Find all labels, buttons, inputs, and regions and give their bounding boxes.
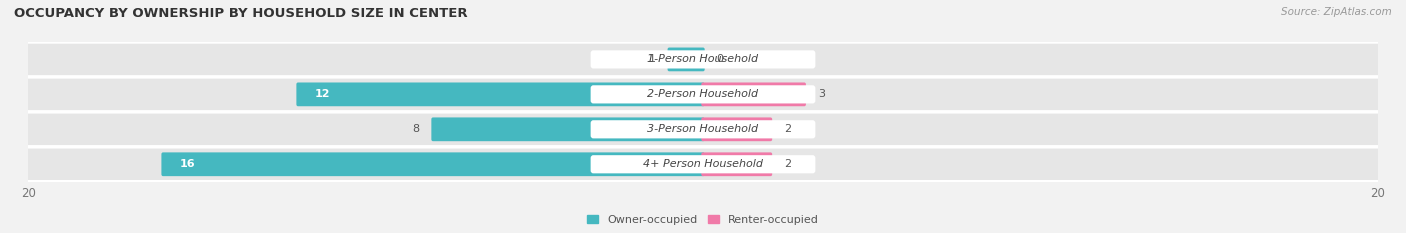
Text: 8: 8 <box>412 124 419 134</box>
Text: 2: 2 <box>785 159 792 169</box>
Text: 4+ Person Household: 4+ Person Household <box>643 159 763 169</box>
FancyBboxPatch shape <box>297 82 704 106</box>
Text: Source: ZipAtlas.com: Source: ZipAtlas.com <box>1281 7 1392 17</box>
FancyBboxPatch shape <box>24 78 1382 111</box>
FancyBboxPatch shape <box>591 85 815 103</box>
FancyBboxPatch shape <box>24 113 1382 146</box>
Text: 3-Person Household: 3-Person Household <box>647 124 759 134</box>
Text: 1: 1 <box>648 55 655 64</box>
FancyBboxPatch shape <box>702 152 772 176</box>
Text: 16: 16 <box>180 159 195 169</box>
FancyBboxPatch shape <box>591 50 815 69</box>
Text: 3: 3 <box>818 89 825 99</box>
FancyBboxPatch shape <box>591 155 815 173</box>
FancyBboxPatch shape <box>162 152 704 176</box>
FancyBboxPatch shape <box>591 120 815 138</box>
FancyBboxPatch shape <box>432 117 704 141</box>
Text: OCCUPANCY BY OWNERSHIP BY HOUSEHOLD SIZE IN CENTER: OCCUPANCY BY OWNERSHIP BY HOUSEHOLD SIZE… <box>14 7 468 20</box>
Text: 1-Person Household: 1-Person Household <box>647 55 759 64</box>
Text: 2-Person Household: 2-Person Household <box>647 89 759 99</box>
Text: 2: 2 <box>785 124 792 134</box>
FancyBboxPatch shape <box>24 43 1382 76</box>
FancyBboxPatch shape <box>702 82 806 106</box>
FancyBboxPatch shape <box>24 147 1382 181</box>
Text: 12: 12 <box>315 89 330 99</box>
FancyBboxPatch shape <box>702 117 772 141</box>
Text: 0: 0 <box>717 55 724 64</box>
FancyBboxPatch shape <box>668 48 704 71</box>
Legend: Owner-occupied, Renter-occupied: Owner-occupied, Renter-occupied <box>582 210 824 229</box>
